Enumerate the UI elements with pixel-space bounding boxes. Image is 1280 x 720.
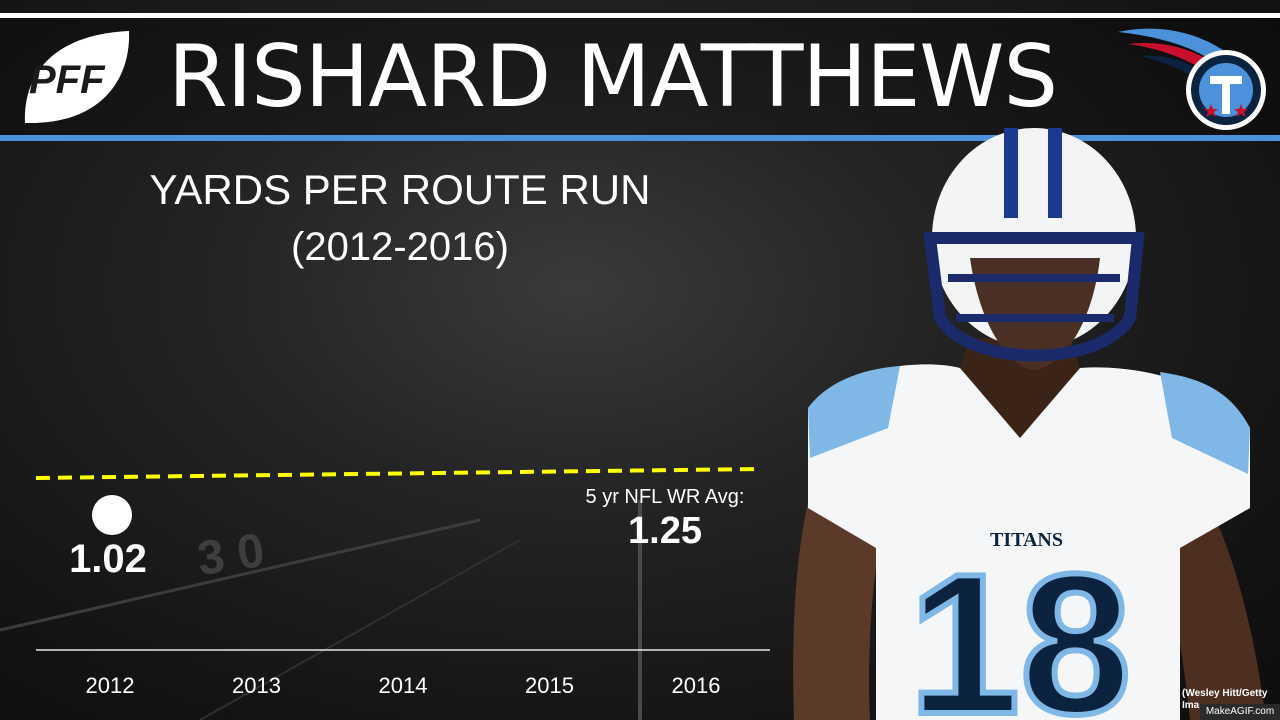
x-tick-label: 2016	[672, 673, 721, 698]
pff-logo-text: PFF	[29, 58, 106, 102]
titans-logo-icon	[1118, 28, 1266, 130]
data-point	[92, 495, 132, 535]
photo-credit: (Wesley Hitt/Getty Ima	[1182, 688, 1268, 711]
chart-title: YARDS PER ROUTE RUN	[149, 166, 651, 213]
x-tick-label: 2013	[232, 673, 281, 698]
reference-line	[35, 467, 761, 480]
watermark: MakeAGIF.com	[1200, 704, 1280, 720]
header-top-rule	[0, 13, 1280, 18]
data-label: 1.02	[69, 537, 147, 581]
x-tick-label: 2012	[86, 673, 135, 698]
x-tick-label: 2015	[525, 673, 574, 698]
jersey-number-decoration: 18	[909, 533, 1131, 720]
field-lines: 3 0	[0, 500, 642, 720]
reference-line-label: 5 yr NFL WR Avg:	[585, 486, 745, 508]
page-title: RISHARD MATTHEWS	[168, 27, 1058, 127]
player-photo: 18 TITANS	[793, 128, 1266, 720]
field-number-decoration: 3 0	[194, 524, 267, 586]
header-band	[0, 18, 1280, 136]
pff-logo-icon: PFF	[24, 31, 130, 124]
reference-line-value: 1.25	[628, 510, 702, 552]
chart-subtitle: (2012-2016)	[291, 225, 509, 269]
x-tick-label: 2014	[379, 673, 428, 698]
header-accent-rule	[0, 135, 1280, 141]
jersey-wordmark-decoration: TITANS	[990, 529, 1063, 551]
